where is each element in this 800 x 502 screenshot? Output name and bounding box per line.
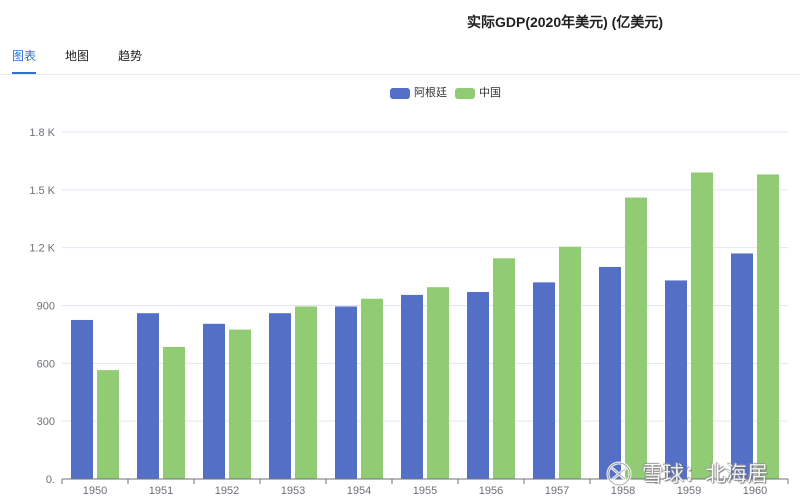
x-tick-label: 1955	[413, 485, 437, 497]
x-tick-label: 1950	[83, 485, 107, 497]
x-tick-label: 1953	[281, 485, 305, 497]
x-tick-label: 1960	[743, 485, 767, 497]
bar-argentina-1956[interactable]	[467, 292, 489, 479]
tabs-divider	[0, 74, 800, 75]
y-tick-label: 1.8 K	[29, 127, 55, 139]
y-tick-label: 1.5 K	[29, 185, 55, 197]
tab-chart-label: 图表	[12, 49, 37, 63]
bar-china-1954[interactable]	[361, 298, 383, 479]
legend-item-argentina[interactable]: 阿根廷	[390, 86, 447, 100]
y-tick-label: 300	[37, 416, 55, 428]
y-tick-label: 0.	[46, 474, 55, 486]
bar-argentina-1950[interactable]	[71, 319, 93, 479]
bar-china-1956[interactable]	[493, 258, 515, 479]
view-tabs: 图表 地图 趋势	[12, 47, 142, 74]
y-tick-label: 1.2 K	[29, 243, 55, 255]
bar-argentina-1953[interactable]	[269, 313, 291, 479]
bar-china-1953[interactable]	[295, 306, 317, 479]
x-tick-label: 1956	[479, 485, 503, 497]
bar-china-1958[interactable]	[625, 197, 647, 480]
tab-map[interactable]: 地图	[65, 47, 89, 65]
bar-china-1952[interactable]	[229, 329, 251, 479]
bar-argentina-1955[interactable]	[401, 294, 423, 479]
legend-swatch-argentina	[390, 87, 410, 99]
bar-argentina-1958[interactable]	[599, 266, 621, 479]
legend-swatch-china	[455, 87, 475, 99]
x-axis: 1950 1951 1952 1953 1954 1955 1956 1957 1958 1959…	[61, 478, 789, 497]
y-axis-labels: 0. 300 600 900 1.2 K 1.5 K 1.8 K	[29, 127, 55, 486]
x-tick-label: 1951	[149, 485, 173, 497]
x-tick-label: 1954	[347, 485, 371, 497]
bar-china-1955[interactable]	[427, 287, 449, 479]
bar-china-1950[interactable]	[97, 370, 119, 479]
legend-label-china: 中国	[479, 87, 501, 99]
legend-label-argentina: 阿根廷	[414, 87, 447, 99]
tab-trend-label: 趋势	[118, 49, 143, 63]
bar-argentina-1952[interactable]	[203, 323, 225, 479]
x-tick-label: 1959	[677, 485, 701, 497]
bar-argentina-1954[interactable]	[335, 306, 357, 479]
bar-china-1959[interactable]	[691, 172, 713, 479]
bar-argentina-1960[interactable]	[731, 253, 753, 479]
tab-chart[interactable]: 图表	[12, 47, 37, 74]
bar-argentina-1957[interactable]	[533, 282, 555, 479]
bars	[71, 172, 779, 480]
chart-title: 实际GDP(2020年美元) (亿美元)	[466, 14, 664, 30]
legend-item-china[interactable]: 中国	[455, 86, 501, 100]
x-tick-label: 1952	[215, 485, 239, 497]
bar-china-1951[interactable]	[163, 346, 185, 479]
y-tick-label: 900	[37, 301, 55, 313]
y-tick-label: 600	[37, 358, 55, 370]
tab-trend[interactable]: 趋势	[118, 47, 142, 65]
bar-argentina-1951[interactable]	[137, 313, 159, 479]
chart-legend: 阿根廷 中国	[390, 86, 501, 100]
x-tick-label: 1958	[611, 485, 635, 497]
active-tab-indicator	[12, 72, 37, 74]
bar-china-1957[interactable]	[559, 246, 581, 479]
bar-argentina-1959[interactable]	[665, 280, 687, 479]
tab-map-label: 地图	[65, 49, 90, 63]
x-tick-label: 1957	[545, 485, 569, 497]
bar-china-1960[interactable]	[757, 174, 779, 479]
